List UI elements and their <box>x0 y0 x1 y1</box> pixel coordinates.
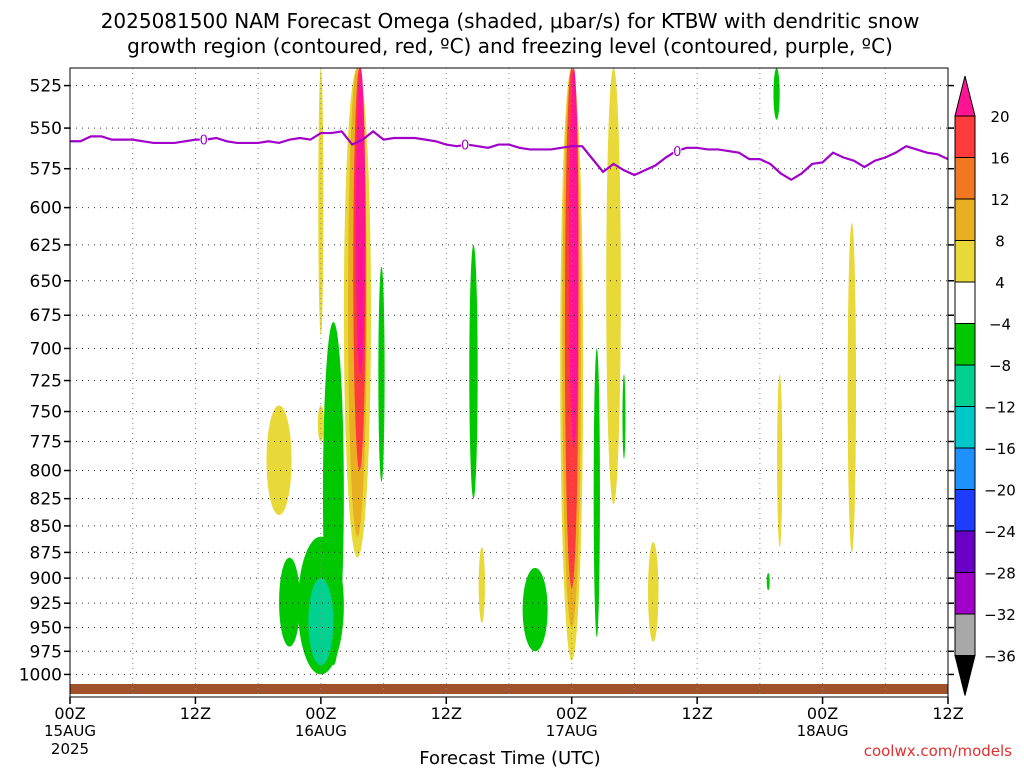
chart-title-line1: 2025081500 NAM Forecast Omega (shaded, μ… <box>101 9 920 33</box>
omega-region-9 <box>773 68 780 120</box>
colorbar-swatch-7 <box>954 364 976 407</box>
colorbar-swatch-10 <box>954 489 976 532</box>
freezing-label-bg-0 <box>199 132 208 146</box>
x-tick-label-2: 00Z <box>305 704 336 723</box>
omega-region-7 <box>593 348 600 638</box>
colorbar-label-12: −32 <box>984 606 1016 624</box>
colorbar-legend: 20 16 12 8 4 −4 −8 −12 −16 −20 −24 −28 −32 −36 <box>954 75 1016 696</box>
colorbar-swatch-2 <box>954 157 976 200</box>
omega-region-26 <box>847 222 857 553</box>
colorbar-swatch-13 <box>954 613 976 656</box>
omega-region-11 <box>266 405 292 516</box>
colorbar-swatch-1 <box>954 115 976 158</box>
y-tick-label-15: 900 <box>30 569 62 589</box>
x-tick-label-3: 12Z <box>431 704 462 723</box>
y-tick-label-16: 925 <box>30 594 62 614</box>
x-axis-label: Forecast Time (UTC) <box>419 748 600 768</box>
colorbar-swatch-9 <box>954 447 976 490</box>
freezing-label-1: 0 <box>461 139 469 154</box>
y-tick-label-5: 650 <box>30 272 62 292</box>
colorbar-label-9: −20 <box>984 482 1016 500</box>
colorbar-swatch-12 <box>954 572 976 615</box>
x-tick-label-4: 00Z <box>556 704 587 723</box>
x-tick-year-0: 2025 <box>51 740 89 758</box>
omega-region-24 <box>648 541 659 642</box>
colorbar-label-0: 20 <box>990 108 1009 126</box>
x-tick-label-0: 00Z <box>54 704 85 723</box>
x-tick-date-6: 18AUG <box>797 722 849 740</box>
y-tick-label-10: 775 <box>30 432 62 452</box>
colorbar-label-8: −16 <box>984 440 1016 458</box>
y-tick-label-6: 675 <box>30 306 62 326</box>
x-tick-date-2: 16AUG <box>295 722 347 740</box>
colorbar-label-6: −8 <box>989 357 1011 375</box>
colorbar-swatch-5 <box>954 281 976 324</box>
omega-region-2 <box>322 321 344 666</box>
x-tick-label-5: 12Z <box>681 704 712 723</box>
omega-region-22 <box>569 67 579 448</box>
y-tick-label-7: 700 <box>30 339 62 359</box>
y-tick-label-18: 975 <box>30 642 62 662</box>
colorbar-label-10: −24 <box>984 523 1016 541</box>
plot-area: 0 0 0 <box>69 67 949 698</box>
colorbar-swatch-11 <box>954 530 976 573</box>
y-tick-label-13: 850 <box>30 517 62 537</box>
x-tick-label-1: 12Z <box>180 704 211 723</box>
omega-region-4 <box>378 266 385 482</box>
freezing-label-0: 0 <box>200 134 208 149</box>
omega-region-5 <box>469 244 478 499</box>
omega-region-23 <box>606 68 621 505</box>
omega-region-17 <box>355 68 366 375</box>
colorbar-swatch-6 <box>954 323 976 366</box>
colorbar-swatch-4 <box>954 240 976 283</box>
x-tick-label-7: 12Z <box>932 704 963 723</box>
y-tick-label-19: 1000 <box>19 665 62 685</box>
omega-region-3 <box>308 578 334 666</box>
x-tick-label-6: 00Z <box>807 704 838 723</box>
freezing-label-2: 0 <box>673 145 681 160</box>
y-axis: 525 550 575 600 625 650 675 700 725 750 775 800 825 8… <box>19 77 954 685</box>
colorbar-bottom-arrow <box>954 655 976 696</box>
y-tick-label-12: 825 <box>30 490 62 510</box>
colorbar-label-13: −36 <box>984 648 1016 666</box>
y-tick-label-17: 950 <box>30 619 62 639</box>
colorbar-label-4: 4 <box>995 274 1005 292</box>
colorbar-label-7: −12 <box>984 399 1016 417</box>
freezing-level-line <box>70 130 949 182</box>
omega-region-10 <box>766 573 770 591</box>
freezing-label-bg-1 <box>461 137 470 151</box>
omega-region-0 <box>279 557 300 647</box>
colorbar-label-5: −4 <box>989 316 1011 334</box>
y-tick-label-9: 750 <box>30 403 62 423</box>
omega-region-18 <box>478 547 485 623</box>
y-tick-label-0: 525 <box>30 77 62 97</box>
y-tick-label-3: 600 <box>30 199 62 219</box>
omega-region-8 <box>622 374 626 460</box>
omega-region-25 <box>777 374 783 548</box>
colorbar-top-arrow <box>954 75 976 117</box>
chart-title-line2: growth region (contoured, red, ºC) and f… <box>127 34 893 58</box>
y-tick-label-4: 625 <box>30 236 62 256</box>
y-tick-label-2: 575 <box>30 160 62 180</box>
y-tick-label-11: 800 <box>30 462 62 482</box>
colorbar-swatch-3 <box>954 198 976 241</box>
colorbar-label-3: 8 <box>995 233 1005 251</box>
omega-region-6 <box>522 567 548 652</box>
freezing-label-bg-2 <box>673 144 682 158</box>
colorbar-label-1: 16 <box>990 150 1009 168</box>
x-tick-date-0: 15AUG <box>44 722 96 740</box>
colorbar-label-2: 12 <box>990 191 1009 209</box>
credit-link[interactable]: coolwx.com/models <box>864 742 1012 760</box>
colorbar-swatch-8 <box>954 406 976 449</box>
plot-frame <box>69 67 949 698</box>
y-tick-label-14: 875 <box>30 543 62 563</box>
x-tick-date-4: 17AUG <box>546 722 598 740</box>
colorbar-label-11: −28 <box>984 565 1016 583</box>
y-tick-label-8: 725 <box>30 372 62 392</box>
y-tick-label-1: 550 <box>30 119 62 139</box>
